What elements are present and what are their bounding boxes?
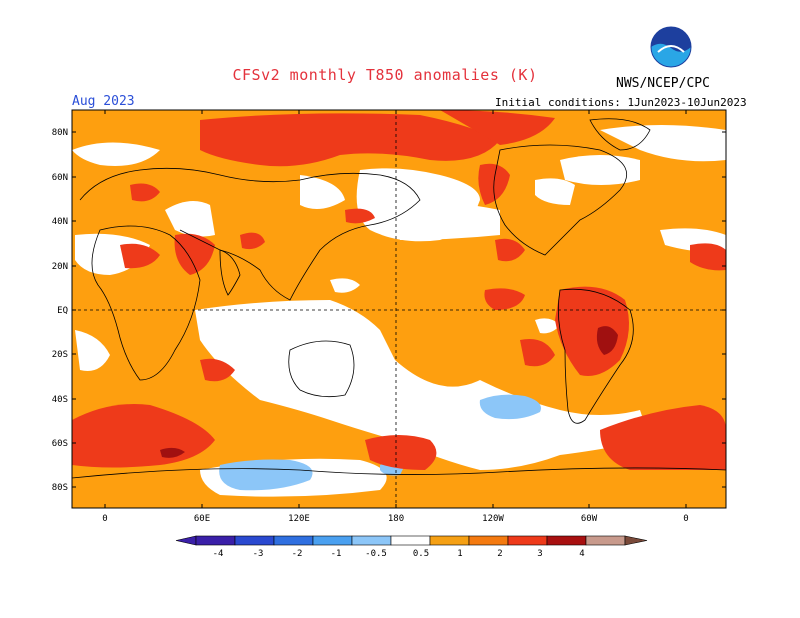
cool-regions <box>219 394 541 491</box>
lat-label: 80N <box>52 128 68 138</box>
colorbar-label: 0.5 <box>413 549 429 559</box>
lon-label: 180 <box>388 514 404 524</box>
colorbar-label: -4 <box>213 549 224 559</box>
noaa-logo <box>650 26 692 68</box>
colorbar-label: -2 <box>292 549 303 559</box>
colorbar-segment <box>429 535 470 546</box>
chart-title: CFSv2 monthly T850 anomalies (K) <box>232 66 538 84</box>
lon-label: 120E <box>288 514 310 524</box>
map-frame <box>71 109 727 509</box>
lat-label: 80S <box>52 483 68 493</box>
strong-anomaly-regions <box>160 326 618 458</box>
lat-label: EQ <box>57 306 68 316</box>
latitude-axis: 80N 60N 40N 20N EQ 20S 40S 60S 80S <box>52 128 726 493</box>
lon-label: 60E <box>194 514 210 524</box>
colorbar-right-arrow <box>624 535 648 546</box>
lon-label: 0 <box>102 514 107 524</box>
colorbar-label: -0.5 <box>365 549 387 559</box>
colorbar-label: -1 <box>331 549 342 559</box>
colorbar-segment <box>390 535 431 546</box>
colorbar-segment <box>312 535 353 546</box>
lon-label: 0 <box>683 514 688 524</box>
colorbar-label: 1 <box>457 549 462 559</box>
colorbar-segment <box>273 535 314 546</box>
period-label: Aug 2023 <box>72 94 135 109</box>
colorbar-label: 2 <box>497 549 502 559</box>
colorbar-segment <box>468 535 509 546</box>
lat-label: 40S <box>52 395 68 405</box>
lon-label: 120W <box>482 514 504 524</box>
lat-label: 40N <box>52 217 68 227</box>
colorbar-label: 4 <box>579 549 584 559</box>
map-field <box>72 110 726 508</box>
lat-label: 60N <box>52 173 68 183</box>
colorbar-segment <box>507 535 548 546</box>
colorbar: -4 -3 -2 -1 -0.5 0.5 1 2 3 4 <box>175 535 648 559</box>
colorbar-label: 3 <box>537 549 542 559</box>
colorbar-segment <box>351 535 392 546</box>
initial-conditions-label: Initial conditions: 1Jun2023-10Jun2023 <box>495 96 747 109</box>
colorbar-segment <box>546 535 587 546</box>
warm-anomaly-regions <box>72 110 726 470</box>
org-label: NWS/NCEP/CPC <box>616 76 710 91</box>
longitude-axis: 0 60E 120E 180 120W 60W 0 <box>102 110 689 524</box>
colorbar-left-arrow <box>175 535 197 546</box>
colorbar-segment <box>234 535 275 546</box>
lat-label: 60S <box>52 439 68 449</box>
lon-label: 60W <box>581 514 598 524</box>
lat-label: 20S <box>52 350 68 360</box>
colorbar-segment <box>195 535 236 546</box>
lat-label: 20N <box>52 262 68 272</box>
coastlines <box>72 118 726 479</box>
colorbar-segment <box>585 535 626 546</box>
colorbar-label: -3 <box>253 549 264 559</box>
